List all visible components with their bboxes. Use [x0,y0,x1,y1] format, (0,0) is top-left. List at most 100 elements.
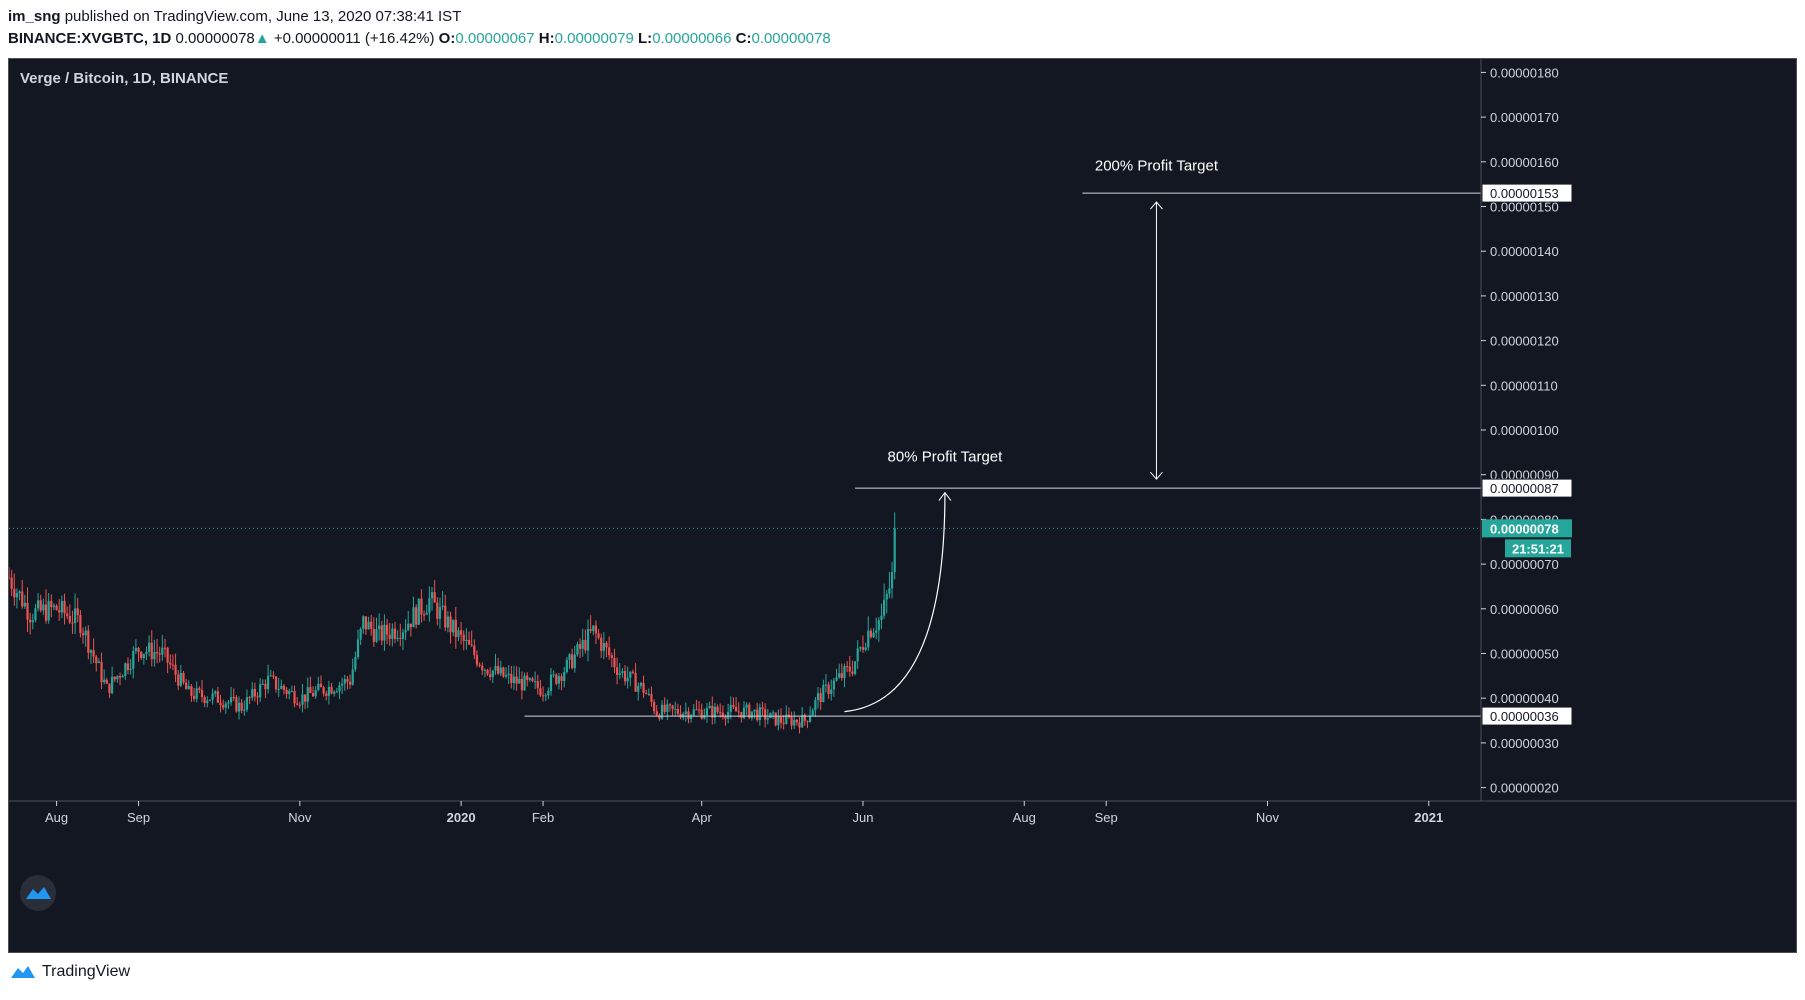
candle-body [753,709,756,712]
candle-body [497,665,500,674]
candle-body [745,704,748,708]
candle-body [608,647,611,656]
candle-body [774,712,777,726]
price-change: +0.00000011 (+16.42%) [273,30,435,47]
candle-body [544,695,547,697]
candle-body [237,702,241,712]
profit-target-label: 200% Profit Target [1095,158,1219,175]
candle-body [880,615,883,621]
curve-arrow [844,492,946,713]
x-tick-label: 2020 [447,810,476,825]
candle-body [367,621,370,630]
candle-body [478,664,481,666]
candle-body [467,640,471,645]
candle-body [830,689,833,695]
cloud-logo-icon[interactable] [20,875,56,911]
y-tick-label: 0.00000100 [1490,423,1559,438]
candle-body [444,605,447,628]
candle-body [893,528,896,573]
candle-body [586,629,590,651]
candle-body [401,632,405,639]
time-axis[interactable]: Aug Sep Nov 2020 Feb Apr Jun Aug Sep Nov 2021 [9,800,1796,825]
candle-body [253,688,256,697]
candle-body [391,628,394,639]
candle-body [245,697,249,710]
footer-brand[interactable]: TradingView [42,963,131,980]
ohlc-line: BINANCE:XVGBTC, 1D 0.00000078▲ +0.000000… [8,28,831,50]
candle-body [853,661,857,674]
tradingview-logo-icon[interactable] [10,963,36,981]
candle-body [729,705,732,712]
candle-body [203,697,206,703]
candle-body [76,608,79,616]
candle-body [827,684,830,695]
x-tick-label: Apr [692,810,713,825]
candle-body [185,682,188,690]
candle-body [211,693,214,700]
candle-body [166,647,169,663]
candle-body [737,711,740,713]
candle-body [647,693,650,695]
candle-body [346,679,349,682]
symbol-label: BINANCE:XVGBTC, 1D [8,30,172,47]
candle-body [724,716,727,719]
candle-body [301,694,304,705]
candle-body [883,599,886,616]
x-tick-label: Sep [127,810,150,825]
candle-body [264,683,267,690]
candle-body [581,639,584,649]
candle-body [364,616,368,630]
candle-body [594,625,598,634]
candle-body [351,669,354,685]
last-price: 0.00000078 [175,30,255,47]
candle-body [819,693,822,703]
candle-body [705,708,709,716]
candle-body [179,673,182,686]
candle-body [137,647,140,652]
candle-body [703,715,706,719]
candle-body [814,699,817,711]
candle-body [721,712,724,717]
y-tick-label: 0.00000110 [1490,378,1558,393]
open-value: 0.00000067 [455,30,535,47]
candle-body [58,609,61,613]
candle-body [748,704,751,718]
candle-body [240,702,243,711]
candle-body [475,655,479,665]
y-tick-label: 0.00000160 [1490,155,1559,170]
candle-body [629,671,632,678]
candle-body [288,691,291,694]
candle-body [155,652,159,654]
candle-body [452,619,455,633]
candle-body [552,674,555,676]
price-chart[interactable]: Verge / Bitcoin, 1D, BINANCE 200% Profit… [9,59,1796,952]
candle-body [216,691,219,703]
level-price-label: 0.00000036 [1490,709,1559,724]
candle-body [430,592,434,599]
candle-body [671,705,674,710]
candle-body [565,659,568,673]
price-axis[interactable]: 0.00000180 0.00000170 0.00000160 0.00000150… [1480,59,1573,801]
candle-body [95,656,98,664]
chart-frame[interactable]: Verge / Bitcoin, 1D, BINANCE 200% Profit… [8,58,1797,953]
author-name[interactable]: im_sng [8,8,61,25]
level-price-tag [1481,183,1573,203]
y-tick-label: 0.00000130 [1490,289,1559,304]
candle-body [235,697,238,712]
candle-body [319,683,323,688]
candle-body [663,704,666,712]
candle-body [539,688,542,696]
candle-body [385,624,389,635]
candle-body [626,677,629,682]
candle-body [34,608,37,621]
candle-body [875,630,878,633]
candle-body [142,654,145,659]
publish-line: im_sng published on TradingView.com, Jun… [8,6,831,28]
candle-body [573,654,576,669]
countdown-tag [1505,539,1571,558]
candle-body [457,630,460,637]
candle-body [695,709,698,711]
candle-body [832,680,835,690]
candle-body [520,678,524,691]
candle-body [861,647,865,650]
